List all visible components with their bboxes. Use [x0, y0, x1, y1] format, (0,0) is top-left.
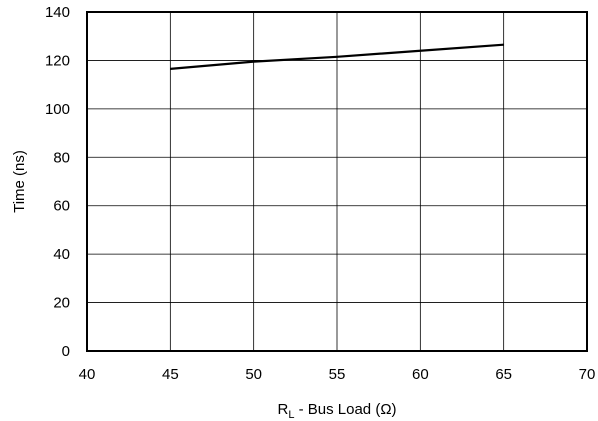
x-axis-title: RL - Bus Load (Ω): [277, 401, 396, 421]
y-tick-labels: 0 20 40 60 80 100 120 140: [45, 4, 70, 360]
y-tick-label: 0: [62, 343, 70, 360]
series-layer: [170, 43, 504, 70]
y-tick-label: 120: [45, 52, 70, 69]
x-tick-label: 60: [412, 366, 429, 383]
x-tick-label: 55: [329, 366, 346, 383]
y-tick-label: 60: [53, 198, 70, 215]
grid-lines: [87, 12, 587, 351]
y-tick-label: 20: [53, 295, 70, 312]
x-tick-label: 40: [79, 366, 96, 383]
y-axis-title: Time (ns): [11, 150, 28, 213]
y-tick-label: 40: [53, 246, 70, 263]
x-tick-label: 70: [579, 366, 596, 383]
y-tick-label: 80: [53, 149, 70, 166]
y-tick-label: 140: [45, 4, 70, 21]
x-tick-labels: 40 45 50 55 60 65 70: [79, 366, 596, 383]
x-axis-title-main: R: [277, 401, 288, 418]
x-axis-title-rest: - Bus Load (Ω): [294, 401, 396, 418]
x-tick-label: 65: [495, 366, 512, 383]
x-tick-label: 45: [162, 366, 179, 383]
x-axis-title-subscript: L: [288, 409, 294, 421]
x-tick-label: 50: [245, 366, 262, 383]
series-line: [170, 43, 504, 70]
plot-frame: [86, 11, 588, 352]
y-tick-label: 100: [45, 101, 70, 118]
